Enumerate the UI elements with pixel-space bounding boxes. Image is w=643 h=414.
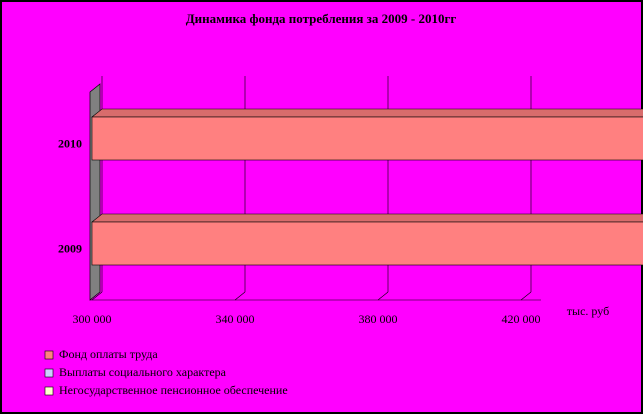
chart-title: Динамика фонда потребления за 2009 - 201… [186,11,457,26]
x-tick-label: 340 000 [216,312,255,326]
x-tick-label: 300 000 [73,312,112,326]
legend-label: Негосударственное пенсионное обеспечение [59,383,288,397]
y-tick-label: 2010 [58,136,82,150]
legend-swatch [44,368,54,378]
bar-top [91,213,643,223]
x-tick [91,291,103,301]
legend-label: Выплаты социального характера [59,365,227,379]
x-tick-label: 420 000 [502,312,541,326]
x-tick-label: 380 000 [359,312,398,326]
legend-label: Фонд оплаты труда [59,347,158,361]
bar-top [91,108,643,118]
bar [91,221,643,266]
x-tick [234,291,246,301]
bar [91,116,643,161]
legend-swatch [44,350,54,360]
legend-swatch [44,386,54,396]
x-axis-label: тыс. руб [567,304,609,318]
x-tick [377,291,389,301]
x-tick [520,291,532,301]
y-tick-label: 2009 [58,241,82,255]
